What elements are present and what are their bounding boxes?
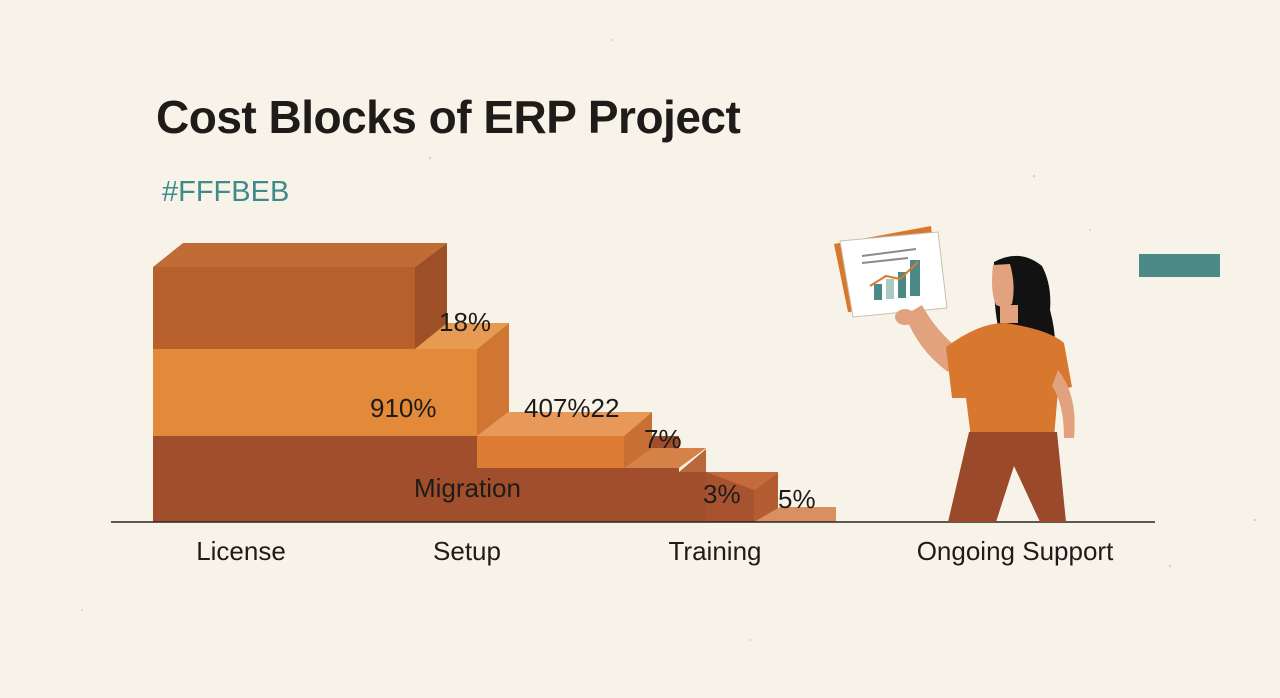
annotation-label: 3% (703, 479, 741, 509)
block-top-side (415, 243, 447, 349)
annotation-label: 5% (778, 484, 816, 514)
block-step-3-top (624, 448, 706, 468)
block-middle (153, 349, 477, 436)
category-label: Training (669, 536, 762, 566)
block-step-2-side (624, 412, 652, 468)
category-label: Setup (433, 536, 501, 566)
category-label: License (196, 536, 286, 566)
annotation-label: 910% (370, 393, 437, 423)
annotation-label: 18% (439, 307, 491, 337)
block-middle-side (477, 323, 509, 436)
cost-blocks (153, 243, 836, 522)
woman-holding-report-icon (834, 226, 1075, 522)
block-top (153, 267, 415, 349)
block-annotations: 18% 910% 407%22 7% Migration 3% 5% (370, 307, 816, 514)
x-axis-labels: License Setup Training Ongoing Support (196, 536, 1114, 566)
annotation-label: 7% (644, 424, 682, 454)
chart-subtitle: #FFFBEB (162, 176, 290, 208)
block-base-step-1-side (679, 449, 706, 472)
block-top-roof (153, 243, 447, 267)
block-step-2-top (477, 412, 652, 436)
annotation-label: Migration (414, 473, 521, 503)
block-step-2 (477, 436, 624, 468)
accent-bar (1139, 254, 1220, 277)
block-step-4-side (754, 472, 778, 522)
annotation-label: 407%22 (524, 393, 619, 423)
paper-texture (81, 39, 1257, 641)
growth-chart-report-icon (834, 226, 948, 318)
category-label: Ongoing Support (917, 536, 1114, 566)
block-step-5 (754, 507, 836, 522)
chart-title: Cost Blocks of ERP Project (156, 91, 741, 143)
